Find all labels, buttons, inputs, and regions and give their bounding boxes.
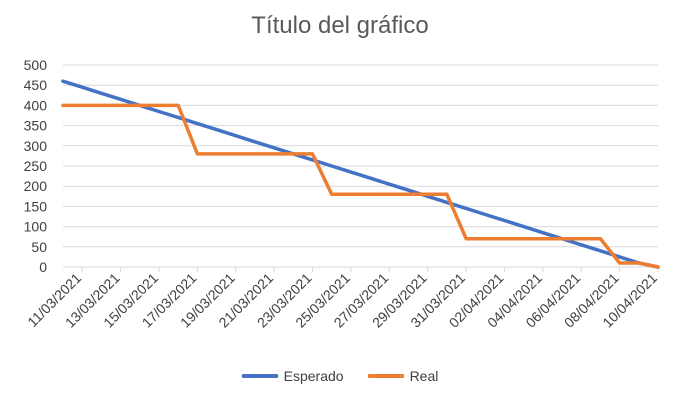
- x-axis: 11/03/202113/03/202115/03/202117/03/2021…: [24, 266, 660, 331]
- legend-label: Esperado: [283, 368, 344, 384]
- legend-swatch: [241, 374, 278, 378]
- legend-item-real: Real: [367, 368, 439, 384]
- series-line-real: [61, 103, 660, 269]
- y-tick-label: 250: [24, 158, 48, 174]
- y-tick-label: 350: [24, 118, 48, 134]
- gridlines: [63, 64, 658, 248]
- y-tick-label: 100: [24, 219, 48, 235]
- legend-item-esperado: Esperado: [241, 368, 344, 384]
- y-tick-label: 500: [24, 57, 48, 73]
- legend-swatch: [367, 374, 404, 378]
- series-lines: [61, 79, 660, 269]
- y-tick-label: 200: [24, 178, 48, 194]
- y-tick-label: 150: [24, 198, 48, 214]
- y-axis: 0 50 100 150 200 250 300 350 400 450 500: [24, 57, 48, 275]
- y-tick-label: 400: [24, 97, 48, 113]
- y-tick-label: 300: [24, 138, 48, 154]
- y-tick-label: 450: [24, 77, 48, 93]
- legend-label: Real: [409, 368, 439, 384]
- y-tick-label: 0: [39, 259, 47, 275]
- chart-title: Título del gráfico: [251, 12, 429, 39]
- legend: Esperado Real: [0, 368, 680, 384]
- y-tick-label: 50: [31, 239, 47, 255]
